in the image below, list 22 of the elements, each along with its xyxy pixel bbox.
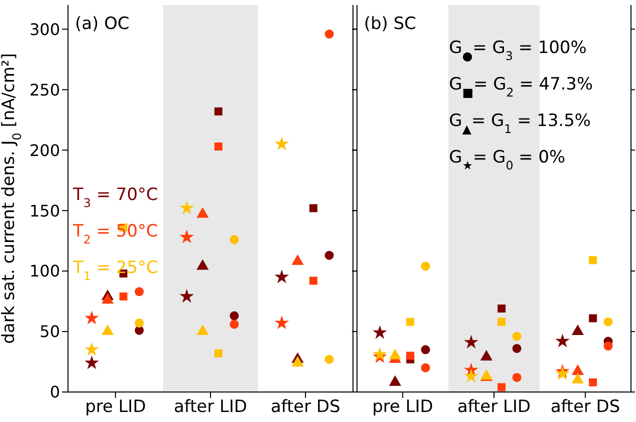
y-tick-label: 50 bbox=[40, 322, 60, 342]
y-tick-label: 300 bbox=[29, 20, 60, 39]
annotation: T$_{1}$ = 25°C bbox=[72, 258, 158, 283]
y-tick-label: 0 bbox=[50, 382, 60, 402]
annotation: (a) OC bbox=[75, 14, 130, 34]
y-tick-label: 250 bbox=[29, 80, 60, 100]
y-tick-label: 100 bbox=[29, 262, 60, 281]
y-tick-label: 200 bbox=[29, 140, 60, 160]
x-tick-label: after LID bbox=[174, 397, 248, 418]
x-tick-label: pre LID bbox=[85, 397, 146, 418]
x-tick-label: pre LID bbox=[372, 397, 434, 418]
annotation: G$_{▲}$= G$_{1}$ = 13.5% bbox=[449, 111, 591, 136]
annotation: T$_{3}$ = 70°C bbox=[72, 185, 158, 210]
annotation: (b) SC bbox=[364, 14, 416, 34]
y-tick-label: 150 bbox=[29, 201, 60, 220]
annotation: G$_{★}$= G$_{0}$ = 0% bbox=[449, 148, 566, 172]
annotation: G$_{●}$= G$_{3}$ = 100% bbox=[449, 38, 587, 63]
x-tick-label: after DS bbox=[270, 397, 340, 418]
x-tick-label: after LID bbox=[457, 397, 531, 418]
x-tick-label: after DS bbox=[550, 397, 620, 418]
annotation: G$_{■}$= G$_{2}$ = 47.3% bbox=[449, 74, 593, 100]
annotation: T$_{2}$ = 50°C bbox=[72, 222, 158, 246]
